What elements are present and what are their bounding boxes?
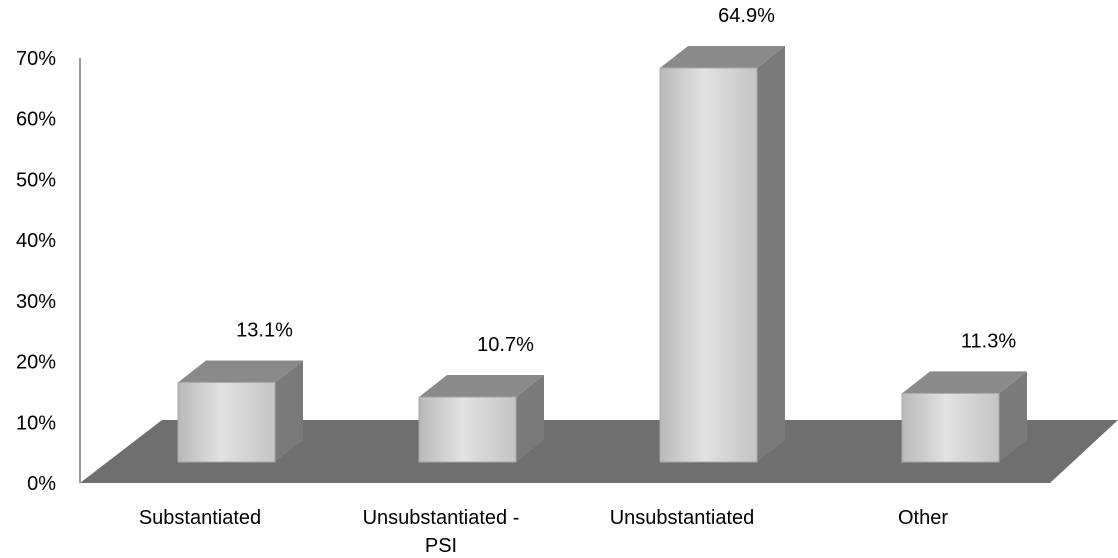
bar-side-face	[275, 360, 303, 462]
data-labels-layer: 13.1% 10.7% 64.9% 11.3%	[236, 5, 1016, 356]
category-label: Unsubstantiated -	[363, 507, 520, 529]
category-label: Other	[898, 507, 948, 529]
bar	[418, 375, 544, 463]
chart-floor	[80, 420, 1118, 483]
bar-front-face	[177, 381, 276, 463]
bar-side-face	[999, 371, 1027, 462]
data-label: 13.1%	[236, 319, 293, 341]
y-tick-label: 50%	[16, 169, 56, 191]
chart-floor-layer	[80, 420, 1118, 483]
data-label: 10.7%	[477, 334, 534, 356]
bar-front-face	[659, 67, 758, 463]
bar-front-face	[901, 392, 1000, 463]
bar-front-face	[418, 396, 517, 463]
category-label: Substantiated	[139, 507, 261, 529]
category-label: PSI	[425, 535, 457, 557]
bar-side-face	[757, 45, 785, 462]
bar-top-face	[902, 371, 1027, 394]
category-label: Unsubstantiated	[610, 507, 755, 529]
y-tick-label: 60%	[16, 109, 56, 131]
bar-top-face	[178, 360, 303, 383]
category-labels-layer: Substantiated Unsubstantiated - PSI Unsubst…	[139, 507, 949, 557]
y-tick-label: 10%	[16, 412, 56, 434]
y-tick-label: 0%	[27, 473, 56, 495]
y-tick-label: 30%	[16, 291, 56, 313]
data-label: 64.9%	[718, 5, 775, 27]
bars-layer	[177, 45, 1027, 463]
y-tick-label: 20%	[16, 352, 56, 374]
bar-top-face	[660, 45, 785, 68]
bar	[901, 371, 1027, 463]
bar	[177, 360, 303, 463]
bar-top-face	[419, 375, 544, 398]
data-label: 11.3%	[961, 330, 1016, 352]
y-tick-label: 40%	[16, 230, 56, 252]
y-axis-ticks: 0% 10% 20% 30% 40% 50% 60% 70%	[16, 48, 56, 495]
bar-side-face	[516, 375, 544, 462]
bar	[659, 45, 785, 463]
y-tick-label: 70%	[16, 48, 56, 70]
